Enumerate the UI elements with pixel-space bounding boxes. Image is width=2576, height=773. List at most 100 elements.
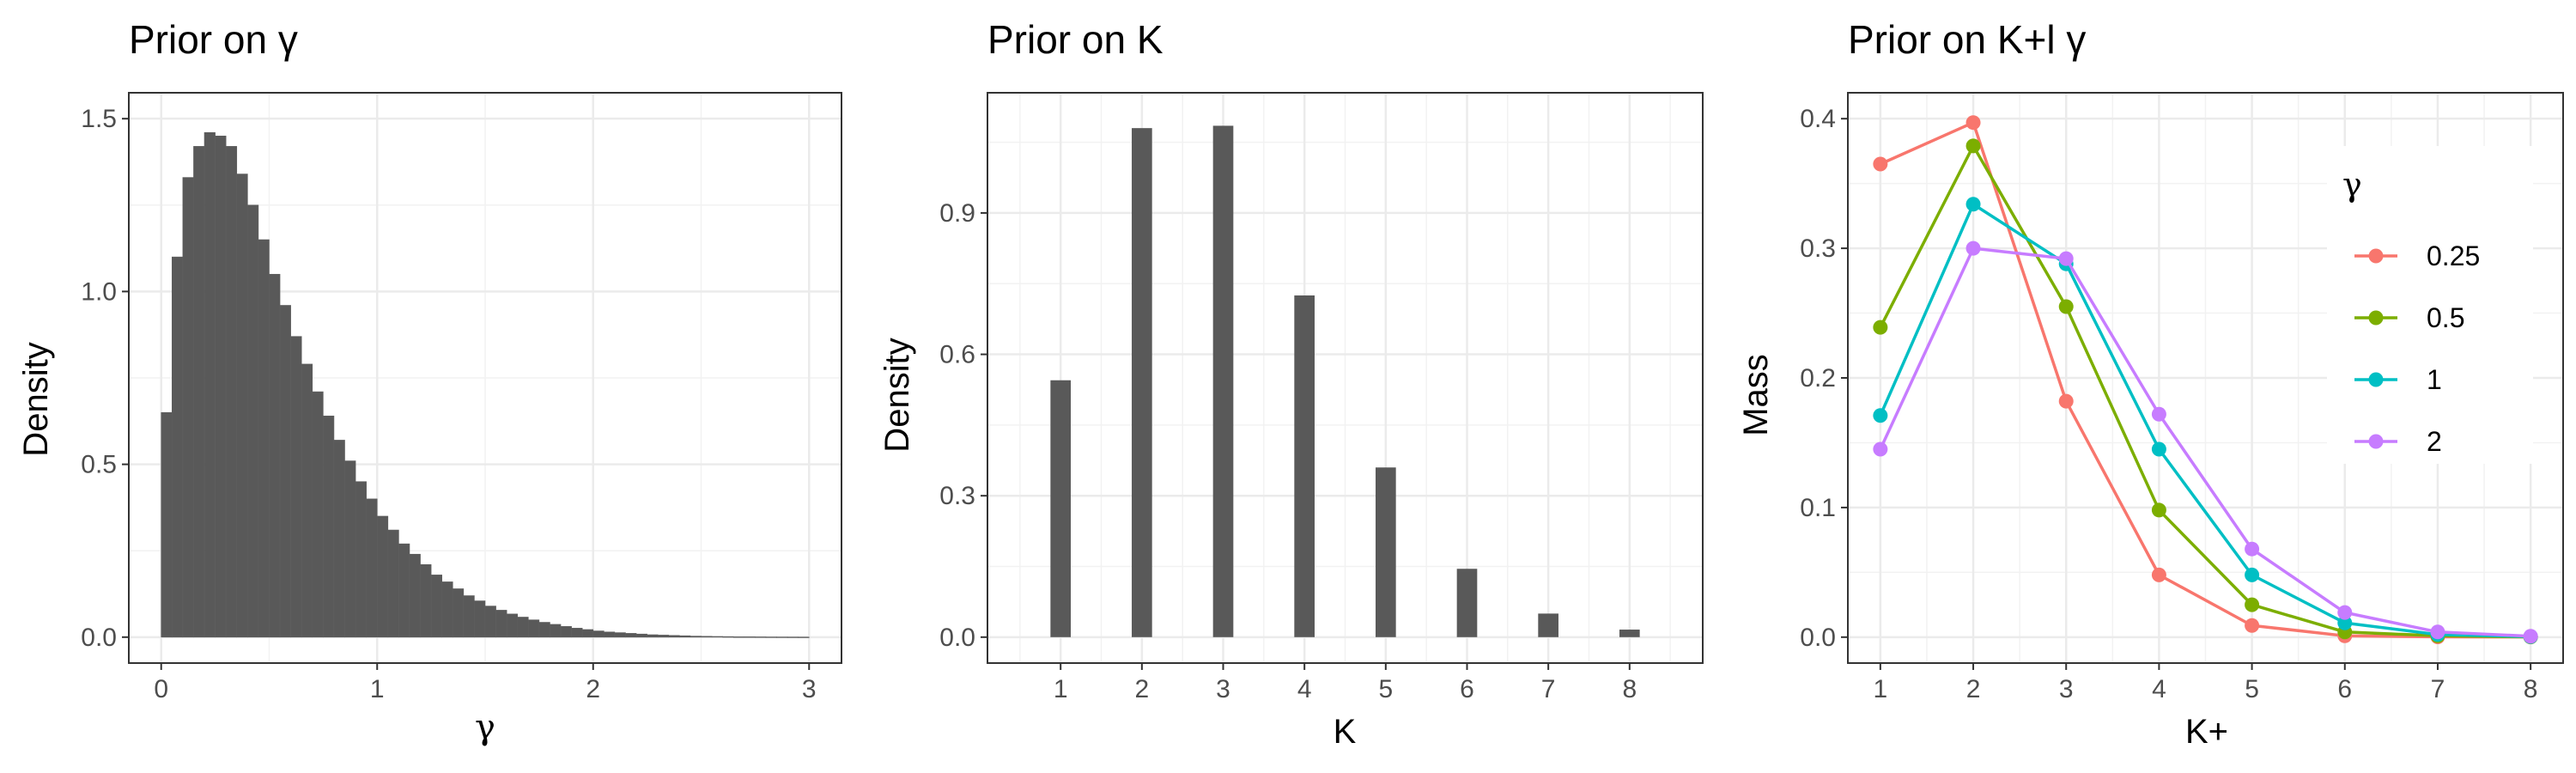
histogram-bar: [355, 481, 367, 638]
histogram-bar: [538, 622, 550, 638]
panel-title: Prior on K: [987, 17, 1163, 62]
histogram-bar: [625, 633, 637, 638]
x-tick-label: 3: [2059, 675, 2074, 703]
bar: [1619, 630, 1640, 637]
x-tick-label: 3: [1216, 675, 1230, 703]
y-axis-title: Density: [878, 338, 916, 452]
histogram-bar: [366, 498, 378, 638]
histogram-bar: [236, 173, 248, 638]
histogram-bar: [204, 131, 216, 638]
data-point: [2245, 541, 2260, 557]
series-line-2: [1879, 247, 2531, 638]
data-point: [1873, 156, 1888, 172]
data-point: [2058, 251, 2074, 266]
histogram-bar: [484, 606, 496, 638]
panel-prior-gamma: Prior on γ Density γ 0 1 2 3 0.0 0.5 1.0 1.5: [17, 17, 842, 747]
histogram-bar: [798, 636, 810, 638]
x-tick-label: 8: [1622, 675, 1637, 703]
histogram-bar: [776, 636, 788, 638]
x-axis-title: K+: [2185, 713, 2228, 751]
histogram-bar: [614, 632, 626, 638]
legend-background: [2327, 146, 2533, 464]
x-tick-label: 7: [2431, 675, 2445, 703]
histogram-bar: [441, 581, 453, 638]
panel-border: [987, 92, 1704, 664]
histogram-bar: [571, 628, 583, 638]
data-point: [2245, 597, 2260, 612]
histogram-bar: [323, 415, 335, 638]
histogram-bar: [463, 595, 475, 638]
data-point: [1965, 138, 1981, 154]
y-axis-title: Mass: [1737, 354, 1775, 436]
histogram-bar: [182, 177, 194, 638]
histogram-bar: [387, 529, 399, 638]
histogram-bar: [452, 588, 465, 638]
y-tick-label: 0.0: [1800, 624, 1836, 652]
histogram-bar: [732, 636, 745, 638]
x-tick-label: 7: [1541, 675, 1556, 703]
panel-border: [128, 92, 842, 664]
bar: [1294, 295, 1315, 637]
legend-label: 0.5: [2427, 302, 2464, 333]
bar: [1132, 128, 1152, 637]
histogram-bar: [635, 633, 647, 638]
histogram-bar: [528, 619, 540, 638]
y-tick-label: 0.1: [1800, 494, 1836, 522]
histogram-bar: [744, 636, 756, 638]
x-axis-title: K: [1334, 713, 1357, 751]
x-tick-label: 3: [802, 675, 817, 703]
panel-prior-kplus-given-gamma: Prior on K+l γ Mass K+ 1 2 3 4 5 6 7 8 0.0 0.1 0.2…: [1737, 17, 2564, 751]
y-axis-title: Density: [17, 342, 55, 456]
y-tick-label: 0.3: [939, 482, 975, 510]
histogram-bar: [312, 391, 324, 638]
histogram-bar: [258, 239, 270, 638]
series-line-0.5: [1879, 144, 2531, 639]
y-tick-label: 0.5: [81, 451, 117, 479]
x-tick-label: 1: [370, 675, 385, 703]
histogram-bar: [398, 543, 410, 638]
bar: [1375, 467, 1396, 637]
series-line-1: [1879, 203, 2531, 638]
data-point: [2523, 629, 2538, 644]
x-tick-label: 4: [1297, 675, 1312, 703]
data-point: [1873, 408, 1888, 423]
y-tick-label: 0.3: [1800, 234, 1836, 263]
data-point: [2245, 567, 2260, 582]
x-tick-label: 1: [1874, 675, 1888, 703]
data-point: [2151, 406, 2166, 422]
histogram-bar: [193, 146, 205, 638]
histogram-bar: [333, 440, 345, 638]
histogram-bar: [247, 204, 259, 638]
histogram-bar: [657, 635, 670, 638]
data-point: [1965, 240, 1981, 256]
histogram-bar: [430, 575, 442, 638]
legend-key-point: [2368, 372, 2384, 387]
panel-prior-k: Prior on K Density K 1 2 3 4 5 6 7 8 0.0 0.3 0.6 0.…: [878, 17, 1704, 751]
y-tick-label: 0.4: [1800, 105, 1836, 133]
histogram-bar: [506, 613, 519, 638]
histogram-bar: [517, 617, 529, 638]
histogram-bar: [679, 635, 691, 638]
x-tick-label: 8: [2524, 675, 2538, 703]
y-tick-label: 0.0: [939, 624, 975, 652]
histogram-bar: [279, 305, 291, 638]
histogram-bar: [668, 635, 680, 638]
data-point: [2337, 615, 2353, 630]
bar: [1538, 613, 1558, 637]
data-point: [1965, 197, 1981, 212]
histogram-bar: [290, 336, 302, 638]
x-tick-label: 0: [154, 675, 168, 703]
data-point: [2151, 567, 2166, 582]
panel-title: Prior on K+l γ: [1848, 17, 2086, 62]
panel-title: Prior on γ: [129, 17, 298, 62]
y-tick-label: 0.6: [939, 341, 975, 369]
data-point: [2151, 441, 2166, 457]
histogram-bar: [376, 515, 389, 638]
histogram-bar: [495, 610, 507, 638]
histogram-bar: [711, 636, 723, 638]
x-tick-label: 2: [586, 675, 600, 703]
x-tick-label: 4: [2152, 675, 2166, 703]
histogram-bar: [690, 636, 702, 638]
histogram-bar: [787, 636, 799, 638]
